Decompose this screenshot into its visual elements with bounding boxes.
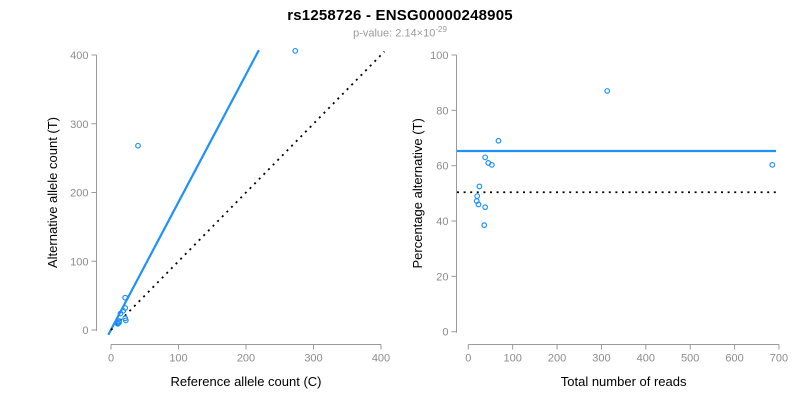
x-tick-label: 200 bbox=[548, 353, 566, 365]
data-point bbox=[122, 305, 129, 311]
data-point bbox=[604, 88, 611, 94]
figure-title: rs1258726 - ENSG00000248905 bbox=[287, 7, 513, 24]
data-point bbox=[482, 204, 489, 211]
x-tick-label: 700 bbox=[770, 353, 788, 365]
x-axis-label: Total number of reads bbox=[561, 374, 687, 389]
y-tick-label: 100 bbox=[430, 50, 448, 62]
left-plot-allele-counts: 0 100 200 300 400 0 100 200 300 400 Reference alle… bbox=[45, 47, 390, 389]
x-tick-label: 300 bbox=[304, 353, 322, 365]
y-tick-label: 40 bbox=[436, 216, 448, 228]
y-tick-label: 20 bbox=[436, 271, 448, 283]
y-tick-label: 80 bbox=[436, 105, 448, 117]
data-point bbox=[481, 222, 488, 229]
identity-line bbox=[110, 50, 386, 331]
x-tick-label: 100 bbox=[169, 353, 187, 365]
right-plot-percentage: 0 100 200 300 400 500 600 700 0 20 40 60 80 100 Total … bbox=[410, 50, 788, 389]
data-point bbox=[474, 193, 481, 200]
y-tick-label: 60 bbox=[436, 161, 448, 173]
data-point bbox=[122, 315, 129, 322]
p-value-text: p-value: 2.14×10 bbox=[353, 27, 436, 40]
y-tick-label: 100 bbox=[70, 256, 88, 268]
data-point bbox=[482, 154, 489, 161]
data-point bbox=[475, 201, 482, 208]
data-point bbox=[116, 318, 122, 324]
data-point bbox=[292, 47, 299, 54]
y-tick-label: 400 bbox=[70, 50, 88, 62]
data-point bbox=[495, 137, 502, 144]
x-tick-label: 0 bbox=[108, 353, 114, 365]
x-tick-label: 400 bbox=[637, 353, 655, 365]
y-tick-label: 0 bbox=[442, 327, 448, 339]
data-point bbox=[135, 142, 141, 149]
x-tick-label: 200 bbox=[237, 353, 255, 365]
p-value-subtitle: p-value: 2.14×10-29 bbox=[0, 25, 800, 40]
x-axis-label: Reference allele count (C) bbox=[170, 374, 321, 389]
data-point bbox=[476, 183, 483, 190]
x-tick-label: 500 bbox=[681, 353, 699, 365]
y-tick-label: 200 bbox=[70, 188, 88, 200]
data-point bbox=[769, 161, 776, 168]
x-tick-label: 600 bbox=[725, 353, 743, 365]
y-axis-label: Alternative allele count (T) bbox=[45, 117, 60, 268]
fit-line bbox=[107, 49, 260, 336]
data-point bbox=[122, 294, 129, 301]
x-tick-label: 0 bbox=[465, 353, 471, 365]
x-tick-label: 400 bbox=[372, 353, 390, 365]
x-tick-label: 300 bbox=[592, 353, 610, 365]
y-tick-label: 0 bbox=[82, 325, 88, 337]
y-tick-label: 300 bbox=[70, 119, 88, 131]
x-tick-label: 100 bbox=[504, 353, 522, 365]
data-point bbox=[488, 161, 495, 168]
p-value-exponent: -29 bbox=[435, 25, 447, 34]
y-axis-label: Percentage alternative (T) bbox=[410, 118, 425, 268]
